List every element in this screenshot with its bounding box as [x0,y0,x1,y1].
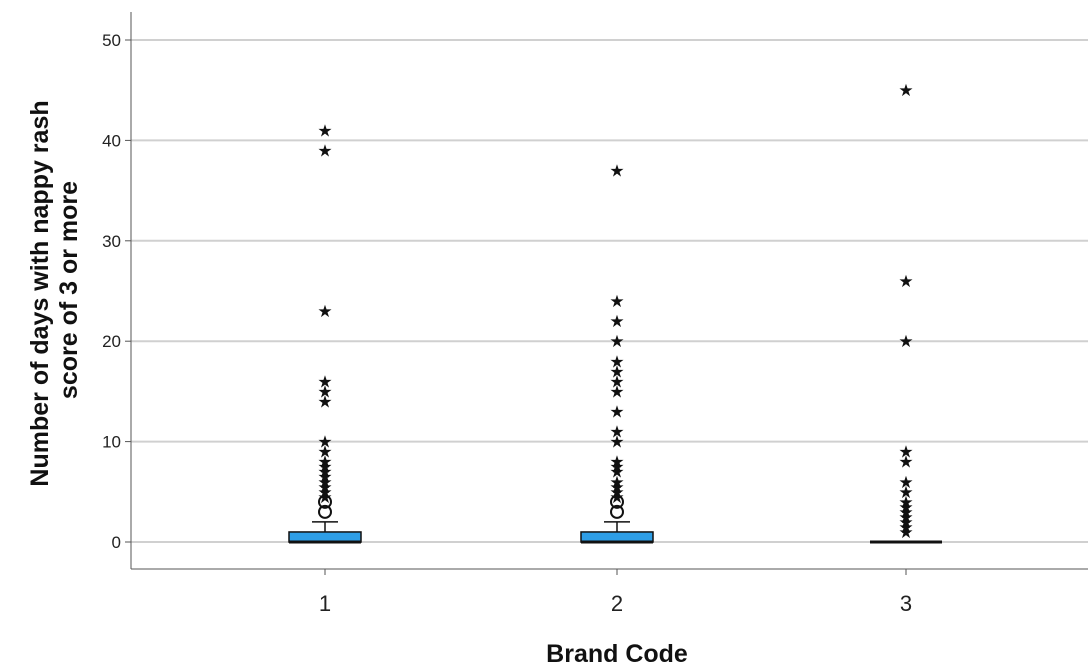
extreme-outlier: ★ [317,382,332,402]
boxes [288,521,942,544]
extreme-outlier: ★ [609,382,624,402]
y-axis-ticks: 0 10 20 30 40 50 [102,31,131,552]
extreme-outlier: ★ [609,458,624,478]
extreme-outlier: ★ [609,423,624,443]
extreme-outlier: ★ [609,292,624,312]
mild-outlier [318,494,332,509]
mild-outlier [610,504,624,519]
y-tick-label: 20 [102,332,121,351]
extreme-outlier: ★ [898,503,913,523]
y-tick-label: 10 [102,433,121,452]
extreme-outlier: ★ [317,392,332,412]
extreme-outlier: ★ [609,463,624,483]
extreme-outlier: ★ [609,402,624,422]
extreme-outlier: ★ [317,453,332,473]
extreme-outlier: ★ [609,332,624,352]
extreme-outlier: ★ [898,473,913,493]
extreme-outlier: ★ [317,468,332,488]
y-tick-label: 50 [102,31,121,50]
extreme-outlier: ★ [898,523,913,543]
extreme-outlier: ★ [898,508,913,528]
y-tick-label: 40 [102,131,121,150]
extreme-outlier: ★ [898,443,913,463]
box [580,531,654,543]
extreme-outlier: ★ [609,162,624,182]
x-tick-label: 2 [611,591,623,616]
extreme-outlier: ★ [317,458,332,478]
x-axis-title: Brand Code [546,640,688,668]
x-axis-ticks: 1 2 3 [319,569,912,616]
extreme-outlier: ★ [609,478,624,498]
y-axis-title-line-2: score of 3 or more [55,181,83,399]
extreme-outlier: ★ [898,493,913,513]
extreme-outlier: ★ [317,443,332,463]
x-tick-label: 3 [900,591,912,616]
extreme-outlier: ★ [317,473,332,493]
extreme-outlier: ★ [317,433,332,453]
extreme-outlier: ★ [609,473,624,493]
x-tick-label: 1 [319,591,331,616]
y-tick-label: 30 [102,232,121,251]
extreme-outlier: ★ [898,332,913,352]
extreme-outlier: ★ [317,302,332,322]
extreme-outlier: ★ [898,483,913,503]
extreme-outlier: ★ [609,362,624,382]
extreme-outlier: ★ [609,352,624,372]
extreme-outlier: ★ [609,433,624,453]
extreme-outlier: ★ [609,483,624,503]
extreme-outlier: ★ [317,372,332,392]
extreme-outlier: ★ [609,372,624,392]
extreme-outlier: ★ [317,141,332,161]
extreme-outlier: ★ [898,498,913,518]
outliers: ★★★★★★★★★★★★★★★★★★★★★★★★★★★★★★★★★★★★★★★★… [317,81,913,543]
extreme-outlier: ★ [898,81,913,101]
extreme-outlier: ★ [317,483,332,503]
extreme-outlier: ★ [317,463,332,483]
extreme-outlier: ★ [609,488,624,508]
extreme-outlier: ★ [609,312,624,332]
mild-outlier [610,494,624,509]
extreme-outlier: ★ [609,453,624,473]
extreme-outlier: ★ [317,478,332,498]
extreme-outlier: ★ [898,272,913,292]
extreme-outlier: ★ [317,121,332,141]
mild-outlier [318,504,332,519]
box [288,531,362,543]
extreme-outlier: ★ [317,488,332,508]
extreme-outlier: ★ [898,513,913,533]
extreme-outlier: ★ [898,518,913,538]
y-axis-title-line-1: Number of days with nappy rash [26,100,54,486]
extreme-outlier: ★ [898,453,913,473]
y-axis-title: Number of days with nappy rash score of … [26,93,83,486]
y-tick-label: 0 [112,533,121,552]
